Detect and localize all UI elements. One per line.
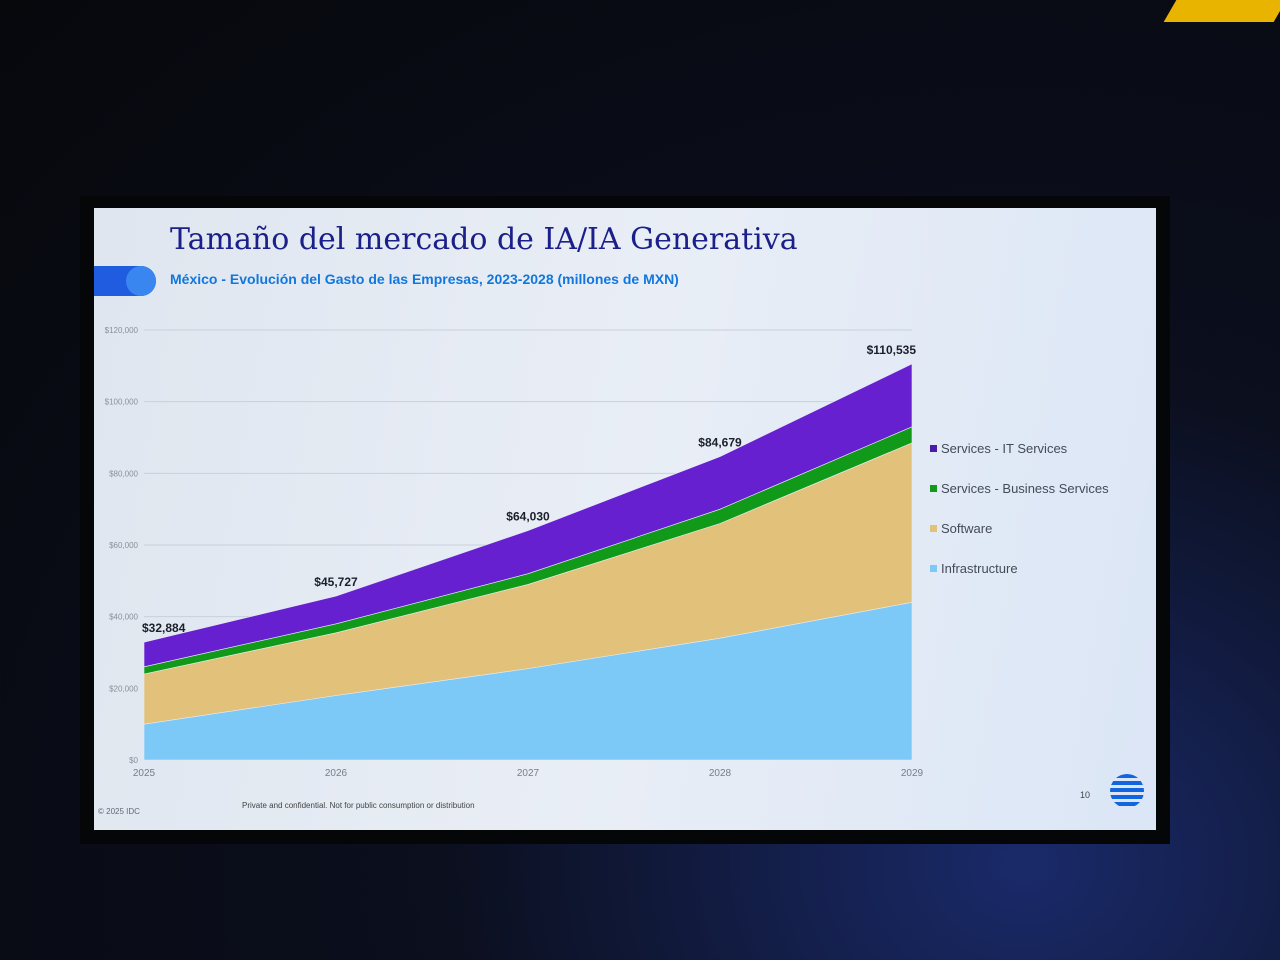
total-data-label: $110,535: [867, 343, 917, 357]
legend-swatch: [930, 444, 937, 452]
x-tick-label: 2027: [517, 768, 540, 779]
y-tick-label: $0: [129, 756, 138, 765]
area-services-it-services: [143, 363, 913, 668]
legend-swatch: [930, 484, 937, 492]
slide-subtitle: México - Evolución del Gasto de las Empr…: [170, 271, 679, 287]
legend-label: Infrastructure: [941, 560, 1018, 576]
total-data-label: $45,727: [314, 575, 358, 589]
legend-label: Services - IT Services: [941, 440, 1068, 456]
chart-legend: Services - IT Services Services - Busine…: [930, 428, 1109, 588]
y-tick-label: $40,000: [109, 613, 138, 622]
y-tick-label: $80,000: [109, 469, 138, 478]
idc-logo-icon: [1110, 774, 1144, 808]
y-tick-label: $100,000: [105, 398, 139, 407]
accent-pill: [94, 266, 156, 296]
x-tick-label: 2029: [901, 768, 924, 779]
slide-title: Tamaño del mercado de IA/IA Generativa: [170, 222, 798, 257]
legend-item-business-services: Services - Business Services: [930, 468, 1109, 508]
y-tick-label: $60,000: [109, 541, 138, 550]
room-light: [1163, 0, 1280, 22]
legend-label: Software: [941, 520, 993, 536]
total-data-label: $32,884: [142, 621, 186, 635]
legend-item-infrastructure: Infrastructure: [930, 548, 1109, 588]
legend-label: Services - Business Services: [941, 480, 1109, 496]
legend-swatch: [930, 524, 937, 532]
copyright: © 2025 IDC: [98, 807, 140, 816]
y-tick-label: $20,000: [109, 684, 138, 693]
total-data-label: $84,679: [698, 436, 742, 450]
x-tick-label: 2025: [133, 768, 156, 779]
page-number: 10: [1079, 790, 1090, 800]
legend-swatch: [930, 564, 937, 572]
presentation-slide: Tamaño del mercado de IA/IA Generativa M…: [94, 208, 1156, 830]
y-tick-label: $120,000: [105, 326, 139, 335]
total-data-label: $64,030: [506, 510, 550, 524]
x-tick-label: 2028: [709, 768, 732, 779]
confidential-notice: Private and confidential. Not for public…: [242, 801, 475, 810]
x-tick-label: 2026: [325, 768, 348, 779]
legend-item-it-services: Services - IT Services: [930, 428, 1109, 468]
legend-item-software: Software: [930, 508, 1109, 548]
stacked-area-chart: $0 $20,000 $40,000 $60,000 $80,000 $100,000 $1…: [105, 326, 924, 779]
